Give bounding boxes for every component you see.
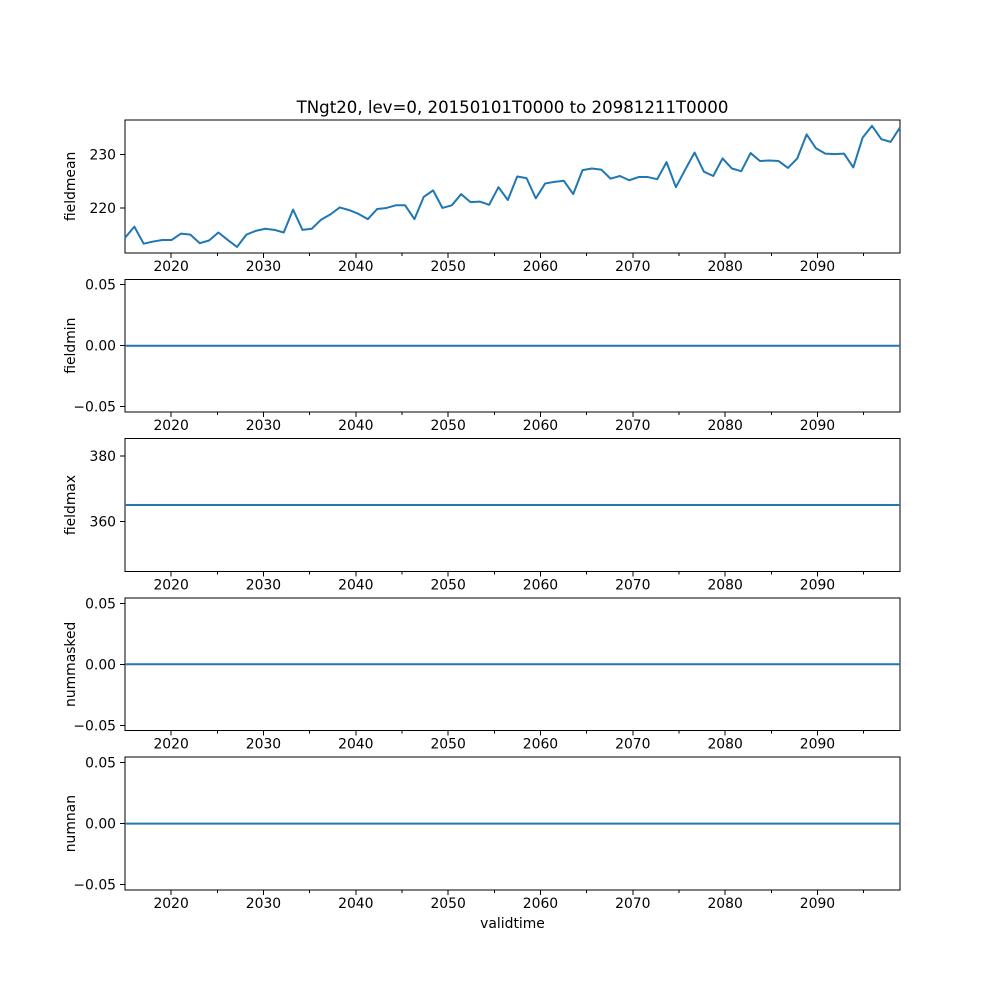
y-axis-label: fieldmax [63, 475, 79, 535]
x-axis-label: validtime [480, 916, 545, 932]
y-tick-label: 0.05 [85, 278, 116, 294]
y-tick-label: 380 [89, 449, 116, 465]
x-tick-label: 2090 [800, 577, 835, 593]
y-tick-label: −0.05 [73, 400, 116, 416]
y-tick-label: 230 [89, 148, 116, 164]
y-tick-label: 0.05 [85, 756, 116, 772]
y-axis-label: nummasked [63, 622, 79, 707]
x-tick-label: 2080 [707, 896, 742, 912]
subplot-fieldmin: −0.05 0.00 0.05 2020 2030 2040 2050 2060 2070 208… [63, 278, 901, 434]
y-tick-label: −0.05 [73, 878, 116, 894]
y-axis-label: fieldmean [63, 152, 79, 221]
x-tick-label: 2090 [800, 737, 835, 753]
subplot-fieldmean: 220 230 2020 2030 2040 2050 2060 2070 2080 2090 fi… [63, 119, 901, 275]
x-tick-label: 2060 [523, 418, 558, 434]
x-tick-label: 2070 [615, 896, 650, 912]
subplot-numnan: −0.05 0.00 0.05 2020 2030 2040 2050 2060 2070 208… [63, 756, 901, 912]
x-tick-label: 2020 [153, 737, 188, 753]
y-tick-label: 0.00 [85, 339, 116, 355]
y-tick-label: −0.05 [73, 718, 116, 734]
x-tick-label: 2060 [523, 577, 558, 593]
x-tick-label: 2080 [707, 577, 742, 593]
x-tick-label: 2020 [153, 418, 188, 434]
x-tick-label: 2060 [523, 896, 558, 912]
figure-title: TNgt20, lev=0, 20150101T0000 to 20981211… [296, 98, 729, 117]
x-tick-label: 2090 [800, 418, 835, 434]
x-tick-label: 2080 [707, 259, 742, 275]
fieldmean-line [124, 124, 901, 248]
x-tick-label: 2090 [800, 259, 835, 275]
x-tick-label: 2090 [800, 896, 835, 912]
y-axis-label: fieldmin [63, 318, 79, 374]
x-tick-label: 2020 [153, 896, 188, 912]
x-tick-label: 2030 [246, 259, 281, 275]
y-tick-label: 0.00 [85, 817, 116, 833]
x-tick-label: 2040 [338, 577, 373, 593]
x-tick-label: 2070 [615, 737, 650, 753]
x-tick-label: 2020 [153, 577, 188, 593]
x-tick-label: 2030 [246, 418, 281, 434]
x-tick-label: 2080 [707, 737, 742, 753]
x-tick-label: 2040 [338, 737, 373, 753]
x-tick-label: 2060 [523, 259, 558, 275]
y-tick-label: 220 [89, 201, 116, 217]
x-tick-label: 2050 [430, 577, 465, 593]
x-tick-label: 2080 [707, 418, 742, 434]
x-tick-label: 2060 [523, 737, 558, 753]
y-tick-label: 0.00 [85, 657, 116, 673]
x-tick-label: 2040 [338, 259, 373, 275]
x-tick-label: 2020 [153, 259, 188, 275]
subplot-nummasked: −0.05 0.00 0.05 2020 2030 2040 2050 2060 2070 208… [63, 596, 901, 753]
x-tick-label: 2030 [246, 737, 281, 753]
y-tick-label: 0.05 [85, 596, 116, 612]
x-tick-label: 2050 [430, 259, 465, 275]
x-tick-label: 2070 [615, 259, 650, 275]
x-tick-label: 2040 [338, 896, 373, 912]
x-tick-label: 2070 [615, 418, 650, 434]
x-tick-label: 2050 [430, 737, 465, 753]
x-tick-label: 2070 [615, 577, 650, 593]
x-tick-label: 2050 [430, 896, 465, 912]
y-tick-label: 360 [89, 514, 116, 530]
x-tick-label: 2030 [246, 577, 281, 593]
y-axis-label: numnan [63, 795, 79, 852]
x-tick-label: 2040 [338, 418, 373, 434]
subplot-fieldmax: 360 380 2020 2030 2040 2050 2060 2070 2080 2090 fi… [63, 438, 901, 593]
x-tick-label: 2050 [430, 418, 465, 434]
x-tick-label: 2030 [246, 896, 281, 912]
